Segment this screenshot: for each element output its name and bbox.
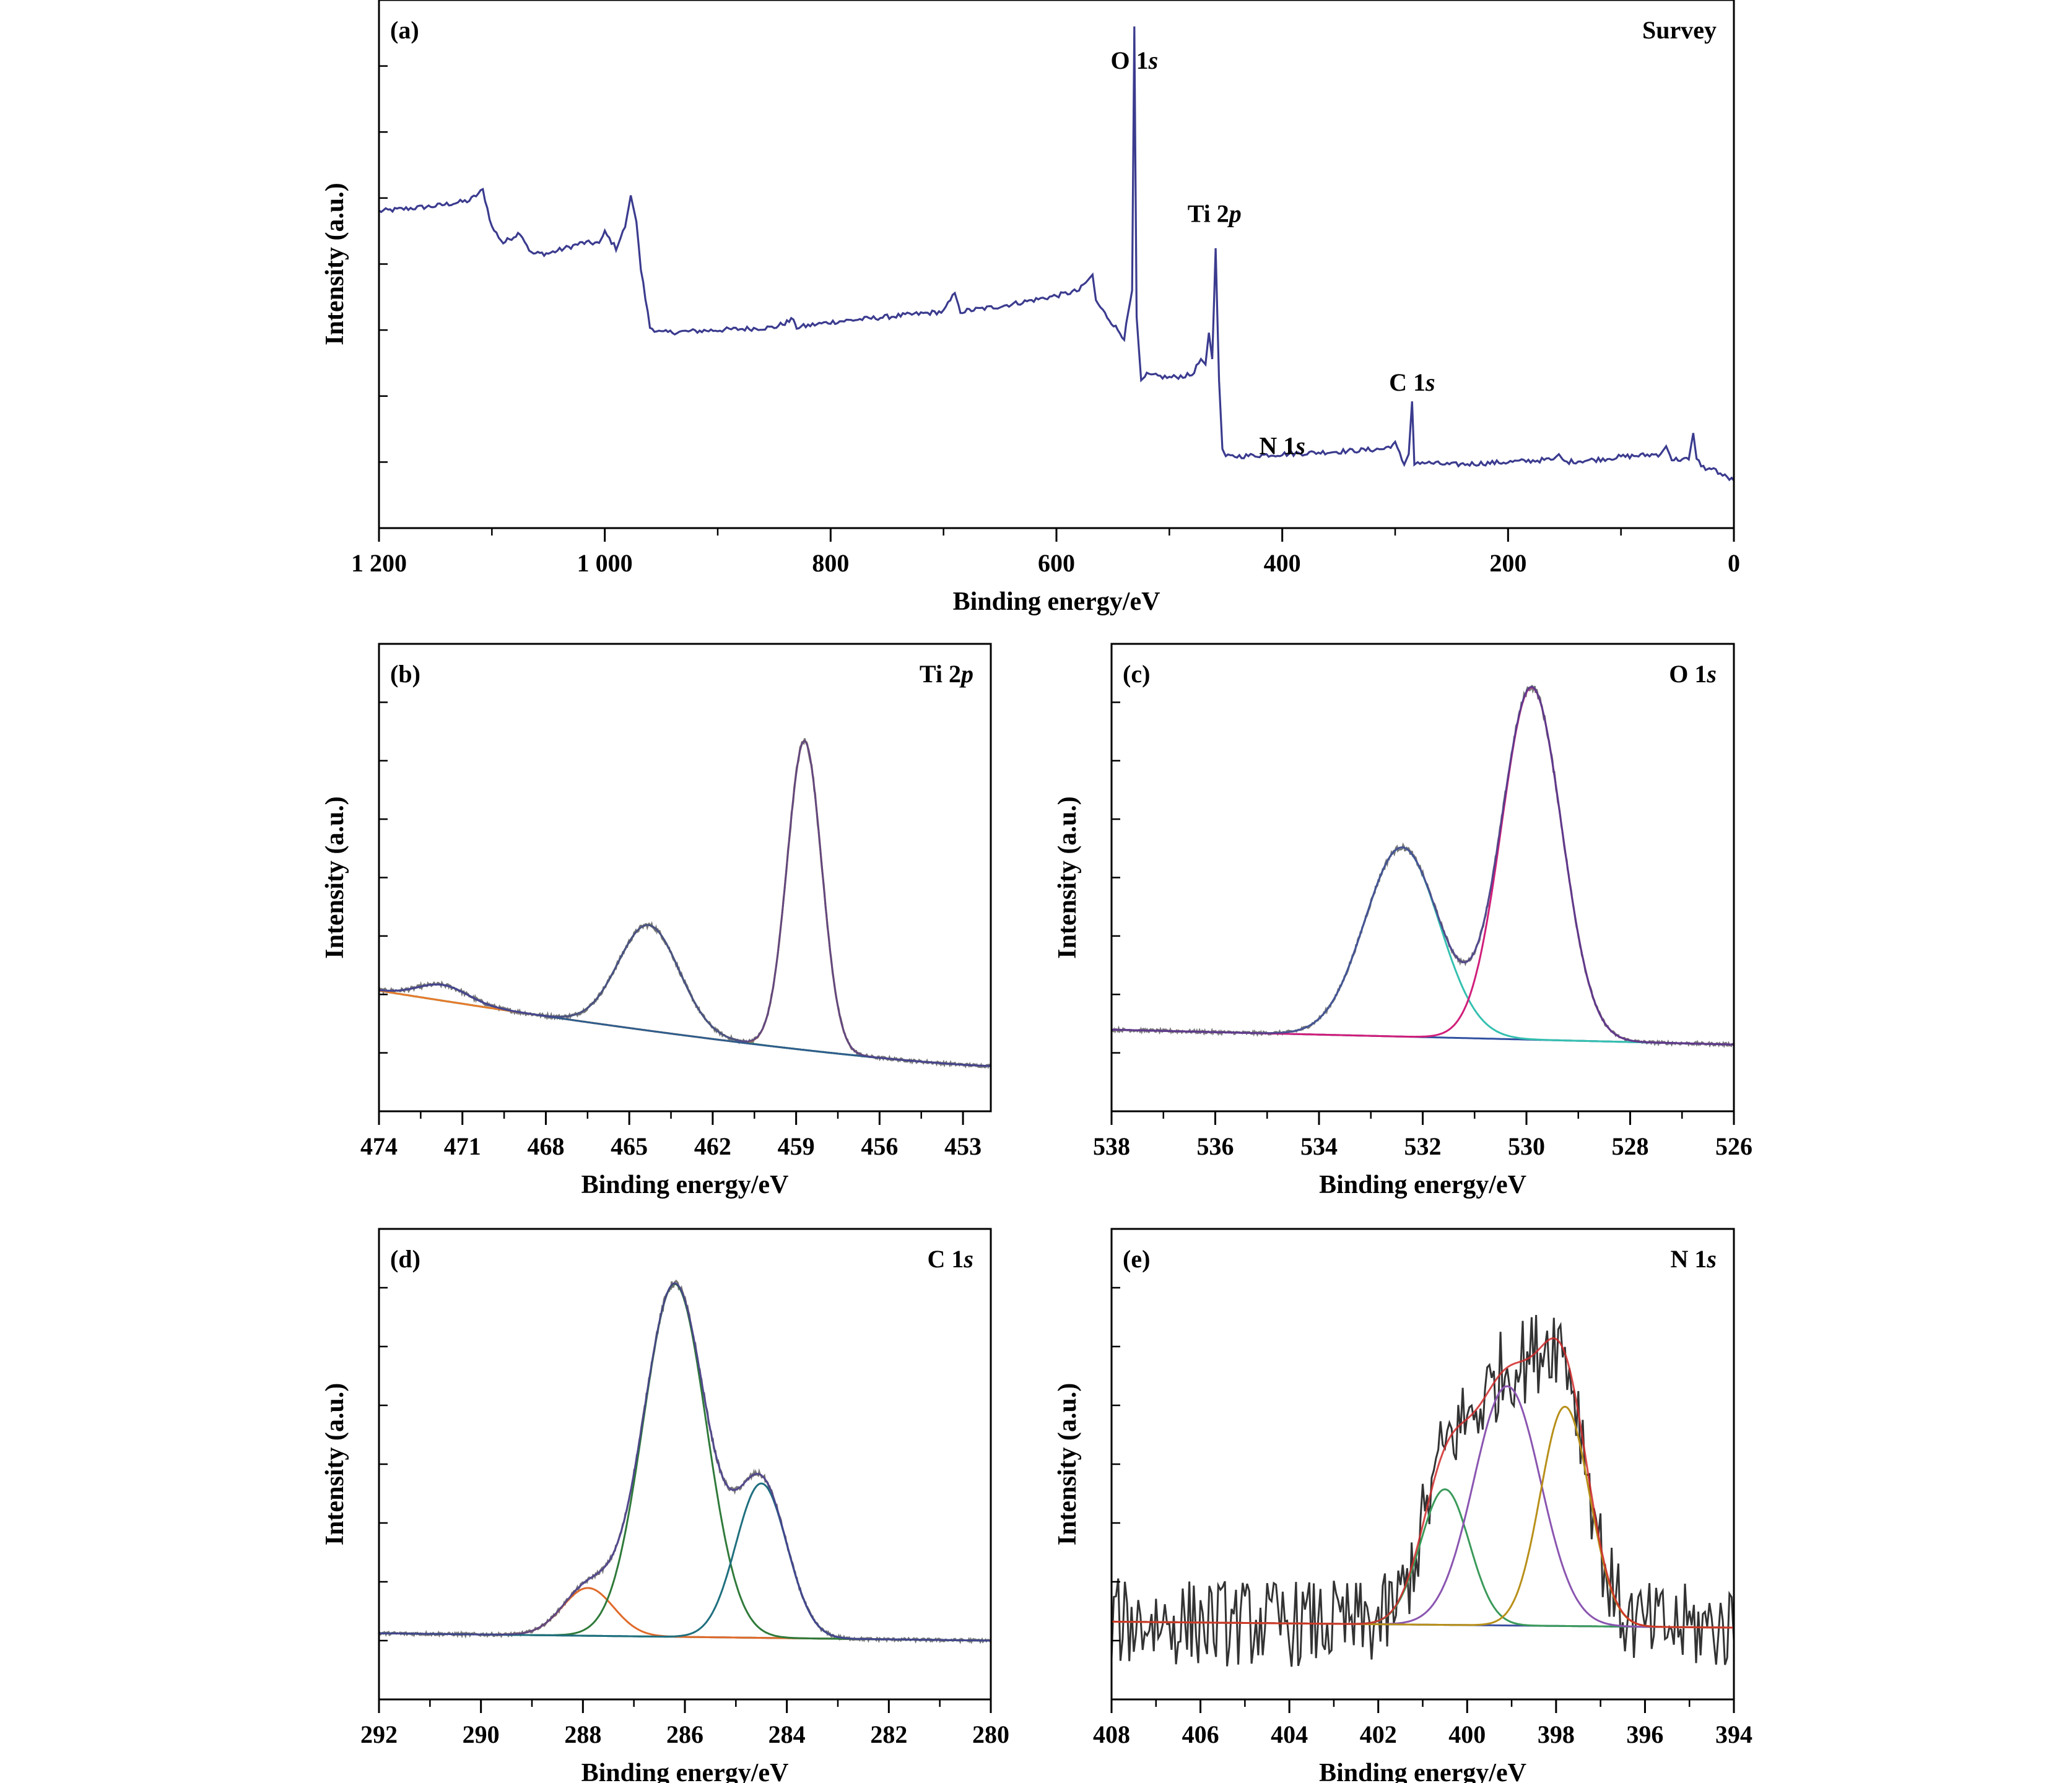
x-tick-label-a-6: 0 — [1728, 549, 1740, 577]
x-tick-label-d-1: 290 — [463, 1720, 500, 1748]
panel-label-e: (e) — [1123, 1245, 1150, 1273]
raw-data-e — [1112, 1315, 1734, 1667]
x-axis-label-c: Binding energy/eV — [1319, 1171, 1526, 1199]
panel-e: 408 406 404 402 400 398 396 394 Binding energy/e… — [1053, 1228, 1752, 1783]
x-tick-label-b-4: 462 — [694, 1132, 731, 1160]
panel-d: 292 290 288 286 284 282 280 Binding energy/eV In… — [321, 1228, 1009, 1783]
panel-title-c: O 1s — [1669, 660, 1717, 688]
x-tick-label-b-3: 465 — [611, 1132, 648, 1160]
raw-data-c — [1112, 685, 1734, 1049]
x-axis-label-d: Binding energy/eV — [581, 1759, 789, 1783]
x-tick-label-d-3: 286 — [666, 1720, 703, 1748]
plot-area-a — [379, 26, 1734, 482]
peak-d-1 — [379, 1283, 991, 1642]
x-axis-label-a: Binding energy/eV — [953, 588, 1160, 616]
x-tick-label-a-1: 1 000 — [577, 549, 633, 577]
x-tick-label-b-0: 474 — [360, 1132, 398, 1160]
plot-area-d — [379, 1279, 991, 1644]
y-axis-label-d: Intensity (a.u.) — [321, 1383, 349, 1546]
x-tick-label-c-1: 536 — [1197, 1132, 1234, 1160]
x-tick-label-e-0: 408 — [1093, 1720, 1130, 1748]
panel-label-d: (d) — [390, 1245, 420, 1273]
panel-label-c: (c) — [1123, 660, 1150, 688]
x-tick-label-b-2: 468 — [527, 1132, 564, 1160]
panel-title-b: Ti 2p — [920, 660, 973, 688]
x-tick-label-a-2: 800 — [812, 549, 849, 577]
fit-envelope-b — [379, 740, 991, 1067]
panel-title-e: N 1s — [1671, 1245, 1717, 1273]
fit-envelope-e — [1112, 1337, 1734, 1629]
peak-c-1 — [1112, 686, 1734, 1046]
series-line-a-0 — [379, 26, 1734, 482]
x-tick-label-b-1: 471 — [444, 1132, 481, 1160]
x-tick-label-e-5: 398 — [1538, 1720, 1575, 1748]
peak-annotation-2: C 1s — [1389, 368, 1435, 396]
peak-c-0 — [1112, 846, 1734, 1046]
panel-label-a: (a) — [390, 16, 419, 44]
y-axis-label-e: Intensity (a.u.) — [1053, 1383, 1082, 1546]
x-tick-label-c-5: 528 — [1612, 1132, 1649, 1160]
x-tick-label-e-3: 402 — [1360, 1720, 1397, 1748]
panel-title-a: Survey — [1642, 16, 1717, 44]
x-tick-label-b-7: 453 — [944, 1132, 982, 1160]
x-tick-label-a-5: 200 — [1489, 549, 1526, 577]
raw-data-b — [379, 738, 991, 1069]
x-tick-label-d-6: 280 — [972, 1720, 1009, 1748]
x-tick-label-e-4: 400 — [1448, 1720, 1486, 1748]
x-tick-label-b-5: 459 — [778, 1132, 815, 1160]
x-tick-label-a-0: 1 200 — [351, 549, 407, 577]
x-tick-label-e-7: 394 — [1715, 1720, 1752, 1748]
peak-e-0 — [1112, 1488, 1734, 1629]
axes-frame-e — [1110, 1228, 1735, 1701]
fit-envelope-c — [1112, 685, 1734, 1046]
panel-b: 474 471 468 465 462 459 456 453 Binding energy/e… — [321, 643, 992, 1199]
peak-annotation-1: Ti 2p — [1188, 199, 1242, 227]
x-tick-label-c-2: 534 — [1300, 1132, 1338, 1160]
x-tick-label-b-6: 456 — [861, 1132, 898, 1160]
x-tick-label-a-3: 600 — [1038, 549, 1075, 577]
y-axis-label-a: Intensity (a.u.) — [321, 183, 349, 345]
x-tick-label-c-0: 538 — [1093, 1132, 1130, 1160]
axes-frame-b — [378, 643, 992, 1113]
peak-annotation-3: N 1s — [1259, 432, 1305, 460]
plot-area-e — [1112, 1315, 1734, 1667]
x-tick-label-c-6: 526 — [1715, 1132, 1752, 1160]
x-tick-label-c-4: 530 — [1508, 1132, 1545, 1160]
raw-data-d — [379, 1279, 991, 1644]
x-axis-label-b: Binding energy/eV — [581, 1171, 789, 1199]
x-tick-label-e-6: 396 — [1626, 1720, 1663, 1748]
fit-envelope-d — [379, 1282, 991, 1642]
x-tick-label-c-3: 532 — [1404, 1132, 1442, 1160]
x-tick-label-d-2: 288 — [564, 1720, 601, 1748]
x-tick-label-d-0: 292 — [360, 1720, 398, 1748]
x-tick-label-d-5: 282 — [870, 1720, 907, 1748]
panel-label-b: (b) — [390, 660, 420, 688]
background-line-b — [379, 989, 991, 1067]
x-tick-label-e-1: 406 — [1182, 1720, 1219, 1748]
axes-frame-a — [378, 0, 1735, 529]
x-tick-label-d-4: 284 — [768, 1720, 806, 1748]
panel-c: 538 536 534 532 530 528 526 Binding energy/eV In… — [1053, 643, 1752, 1199]
peak-annotation-0: O 1s — [1110, 46, 1158, 74]
peak-b-1 — [379, 740, 991, 1067]
x-tick-label-e-2: 404 — [1271, 1720, 1308, 1748]
x-axis-label-e: Binding energy/eV — [1319, 1759, 1526, 1783]
y-axis-label-c: Intensity (a.u.) — [1053, 796, 1082, 959]
panel-title-d: C 1s — [928, 1245, 973, 1273]
plot-area-b — [379, 738, 991, 1069]
peak-d-2 — [379, 1482, 991, 1642]
y-axis-label-b: Intensity (a.u.) — [321, 796, 349, 959]
peak-d-0 — [379, 1587, 991, 1642]
plot-area-c — [1112, 685, 1734, 1049]
x-tick-label-a-4: 400 — [1264, 549, 1301, 577]
panel-a: 1 200 1 000 800 600 400 200 0 Binding energy/eV… — [321, 0, 1740, 616]
